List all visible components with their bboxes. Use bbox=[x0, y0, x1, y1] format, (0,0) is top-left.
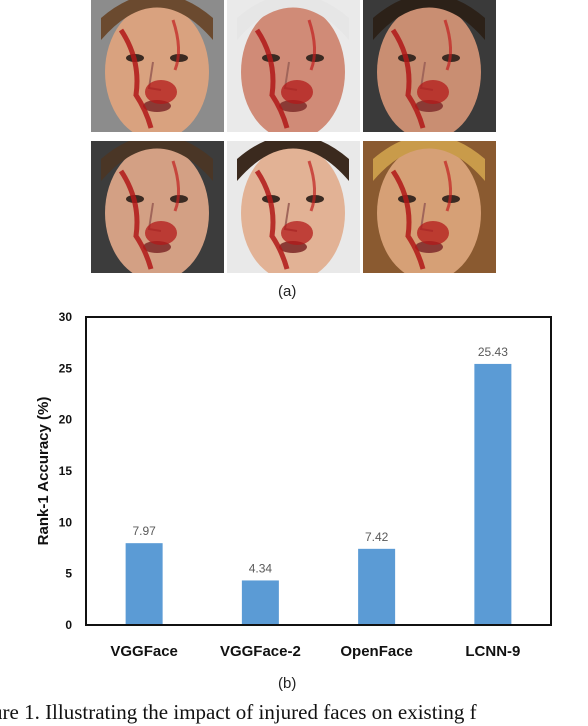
x-tick-label: OpenFace bbox=[340, 643, 413, 660]
bar-value-label: 4.34 bbox=[249, 561, 273, 575]
bar-openface bbox=[358, 548, 396, 625]
figure-caption: ure 1. Illustrating the impact of injure… bbox=[0, 700, 477, 724]
face-photo-1 bbox=[91, 0, 224, 132]
bar-value-label: 7.97 bbox=[132, 524, 156, 538]
bar-lcnn-9 bbox=[474, 363, 512, 625]
y-tick-label: 30 bbox=[59, 310, 73, 324]
subfigure-label-a: (a) bbox=[278, 283, 297, 300]
y-tick-label: 0 bbox=[65, 618, 72, 632]
x-tick-label: LCNN-9 bbox=[465, 643, 520, 660]
rank1-accuracy-bar-chart: 0 5 10 15 20 25 30 Rank-1 Accuracy (%) 7.97 VGGFa… bbox=[35, 310, 552, 660]
y-tick-label: 15 bbox=[59, 464, 73, 478]
bar-value-label: 7.42 bbox=[365, 530, 389, 544]
bar-value-label: 25.43 bbox=[478, 345, 508, 359]
face-photo-5 bbox=[227, 141, 360, 273]
x-tick-label: VGGFace bbox=[110, 643, 178, 660]
bar-vggface bbox=[125, 543, 163, 625]
plot-frame bbox=[85, 316, 552, 626]
y-axis-label: Rank-1 Accuracy (%) bbox=[35, 397, 52, 546]
y-tick-label: 25 bbox=[59, 361, 73, 375]
x-tick-label: VGGFace-2 bbox=[220, 643, 301, 660]
y-tick-label: 10 bbox=[59, 515, 73, 529]
subfigure-label-b: (b) bbox=[278, 675, 297, 692]
face-photo-2 bbox=[227, 0, 360, 132]
bar-vggface-2 bbox=[241, 580, 279, 625]
face-photo-6 bbox=[363, 141, 496, 273]
face-photo-4 bbox=[91, 141, 224, 273]
face-photo-3 bbox=[363, 0, 496, 132]
y-tick-label: 20 bbox=[59, 413, 73, 427]
y-tick-label: 5 bbox=[65, 567, 72, 581]
